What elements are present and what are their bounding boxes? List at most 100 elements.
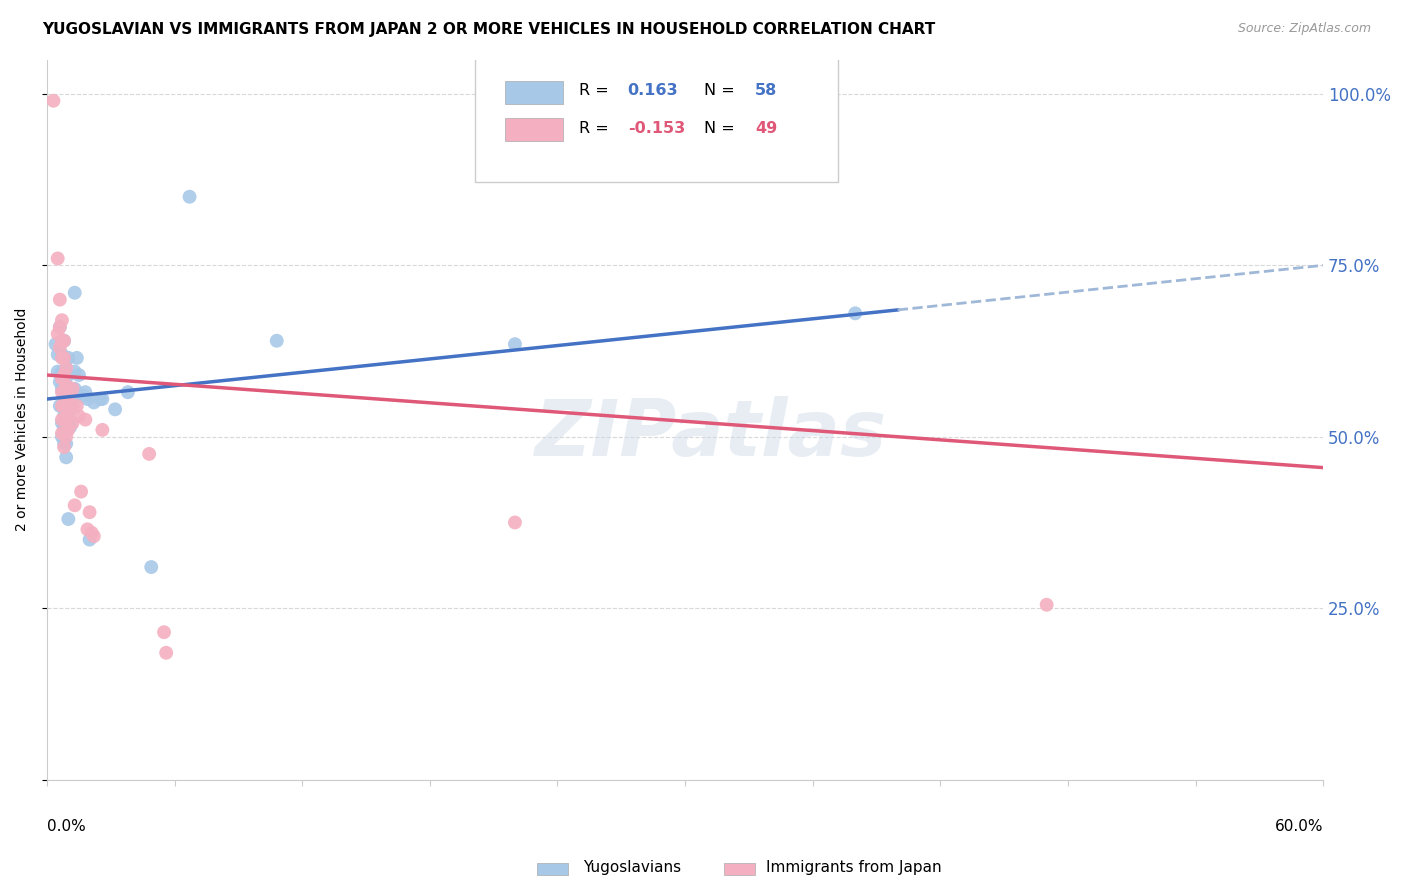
Point (76, 522, 98, 536)
Point (55, 412, 77, 426)
Point (51, 334, 73, 348)
Point (844, 306, 866, 320)
Point (63, 382, 86, 396)
Point (53, 351, 76, 365)
Text: -0.153: -0.153 (627, 120, 685, 136)
Point (70, 484, 93, 499)
Point (503, 337, 526, 351)
Point (53, 399, 76, 413)
Point (46, 347, 69, 361)
Point (75, 412, 97, 426)
Point (66, 351, 89, 365)
Point (51, 399, 73, 413)
Point (141, 560, 163, 574)
Point (153, 625, 176, 640)
Point (55, 378, 77, 392)
Text: R =: R = (579, 83, 614, 98)
Point (51, 313, 73, 327)
Point (59, 402, 82, 417)
Point (179, 190, 201, 204)
Point (62, 382, 84, 396)
Point (155, 646, 177, 660)
Point (51, 365, 73, 379)
Text: Yugoslavians: Yugoslavians (583, 861, 682, 875)
Point (49, 375, 72, 389)
Point (58, 412, 80, 426)
Point (63, 285, 86, 300)
Point (51, 430, 73, 444)
Point (1035, 598, 1057, 612)
Point (66, 399, 89, 413)
Point (58, 512, 80, 526)
Text: 60.0%: 60.0% (1275, 819, 1323, 834)
Point (58, 399, 80, 413)
Point (53, 351, 76, 365)
Point (83, 395, 105, 409)
Point (55, 450, 77, 465)
Point (53, 385, 76, 400)
Text: 0.0%: 0.0% (46, 819, 86, 834)
Point (55, 430, 77, 444)
Point (53, 426, 76, 441)
Point (51, 416, 73, 430)
Point (83, 529, 105, 543)
Text: Source: ZipAtlas.com: Source: ZipAtlas.com (1237, 22, 1371, 36)
Point (89, 392, 111, 406)
Text: N =: N = (704, 120, 740, 136)
Point (117, 385, 139, 400)
Point (51, 385, 73, 400)
Point (53, 436, 76, 450)
Point (104, 402, 127, 417)
Point (46, 365, 69, 379)
Point (72, 389, 94, 403)
Point (46, 326, 69, 341)
Point (62, 399, 84, 413)
Point (53, 334, 76, 348)
Point (62, 399, 84, 413)
Point (55, 361, 77, 376)
Point (59, 389, 82, 403)
Text: 0.163: 0.163 (627, 83, 678, 98)
Point (53, 423, 76, 437)
Point (55, 395, 77, 409)
Point (76, 392, 98, 406)
Point (55, 423, 77, 437)
Point (53, 368, 76, 382)
Text: ZIPatlas: ZIPatlas (534, 396, 887, 472)
Point (49, 399, 72, 413)
Point (55, 406, 77, 420)
Point (503, 516, 526, 530)
Point (42, 94, 65, 108)
Point (80, 525, 103, 540)
Point (53, 440, 76, 454)
Point (51, 426, 73, 441)
Text: Immigrants from Japan: Immigrants from Japan (766, 861, 942, 875)
Point (53, 409, 76, 424)
Point (53, 368, 76, 382)
Point (67, 409, 90, 424)
Point (53, 334, 76, 348)
Point (51, 351, 73, 365)
Point (58, 423, 80, 437)
Point (63, 365, 86, 379)
Point (51, 347, 73, 361)
Point (62, 416, 84, 430)
Text: YUGOSLAVIAN VS IMMIGRANTS FROM JAPAN 2 OR MORE VEHICLES IN HOUSEHOLD CORRELATION: YUGOSLAVIAN VS IMMIGRANTS FROM JAPAN 2 O… (42, 22, 935, 37)
Point (62, 382, 84, 396)
Point (51, 382, 73, 396)
Point (58, 385, 80, 400)
Point (91, 423, 114, 437)
Point (59, 419, 82, 434)
Point (49, 293, 72, 307)
Point (49, 320, 72, 334)
FancyBboxPatch shape (505, 81, 562, 104)
Text: 58: 58 (755, 83, 778, 98)
Point (53, 412, 76, 426)
Point (58, 406, 80, 420)
Point (266, 334, 288, 348)
Point (55, 361, 77, 376)
Point (58, 351, 80, 365)
Point (53, 382, 76, 396)
Y-axis label: 2 or more Vehicles in Household: 2 or more Vehicles in Household (15, 308, 30, 532)
Point (51, 371, 73, 385)
